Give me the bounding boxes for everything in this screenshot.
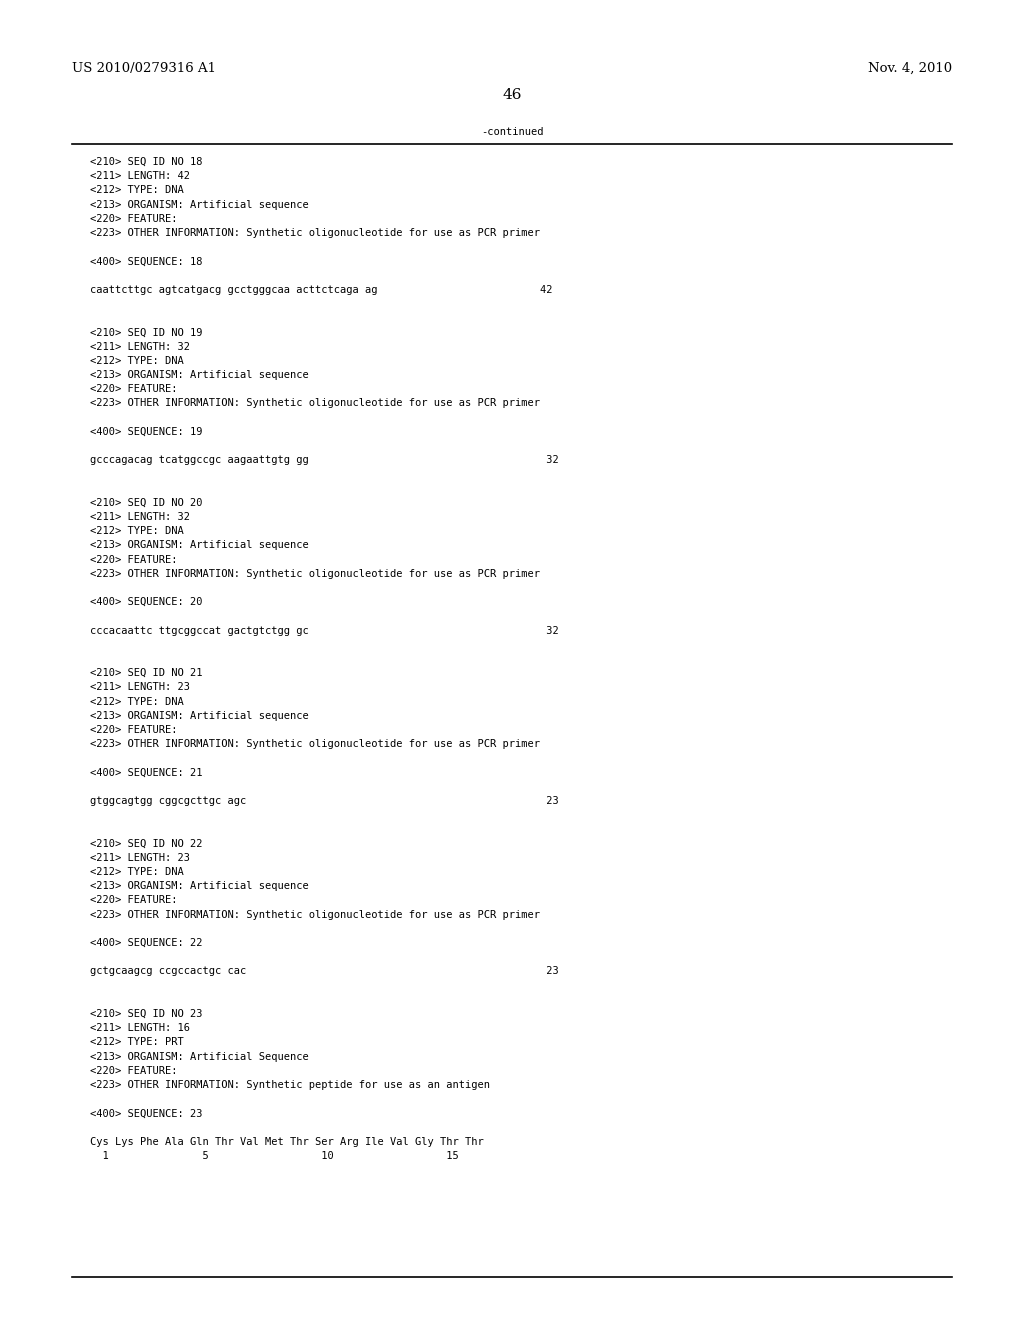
Text: <210> SEQ ID NO 20: <210> SEQ ID NO 20 [90,498,203,508]
Text: <212> TYPE: DNA: <212> TYPE: DNA [90,867,183,876]
Text: <213> ORGANISM: Artificial sequence: <213> ORGANISM: Artificial sequence [90,370,309,380]
Text: 46: 46 [502,88,522,102]
Text: <213> ORGANISM: Artificial sequence: <213> ORGANISM: Artificial sequence [90,882,309,891]
Text: <211> LENGTH: 16: <211> LENGTH: 16 [90,1023,190,1034]
Text: caattcttgc agtcatgacg gcctgggcaa acttctcaga ag                          42: caattcttgc agtcatgacg gcctgggcaa acttctc… [90,285,553,294]
Text: gcccagacag tcatggccgc aagaattgtg gg                                      32: gcccagacag tcatggccgc aagaattgtg gg 32 [90,455,559,465]
Text: <211> LENGTH: 32: <211> LENGTH: 32 [90,512,190,521]
Text: <220> FEATURE:: <220> FEATURE: [90,554,177,565]
Text: <212> TYPE: PRT: <212> TYPE: PRT [90,1038,183,1047]
Text: -continued: -continued [480,127,544,137]
Text: <213> ORGANISM: Artificial sequence: <213> ORGANISM: Artificial sequence [90,540,309,550]
Text: gtggcagtgg cggcgcttgc agc                                                23: gtggcagtgg cggcgcttgc agc 23 [90,796,559,807]
Text: 1               5                  10                  15: 1 5 10 15 [90,1151,459,1162]
Text: <220> FEATURE:: <220> FEATURE: [90,895,177,906]
Text: gctgcaagcg ccgccactgc cac                                                23: gctgcaagcg ccgccactgc cac 23 [90,966,559,977]
Text: <210> SEQ ID NO 19: <210> SEQ ID NO 19 [90,327,203,338]
Text: <400> SEQUENCE: 20: <400> SEQUENCE: 20 [90,597,203,607]
Text: <400> SEQUENCE: 23: <400> SEQUENCE: 23 [90,1109,203,1118]
Text: <220> FEATURE:: <220> FEATURE: [90,214,177,224]
Text: <220> FEATURE:: <220> FEATURE: [90,725,177,735]
Text: <212> TYPE: DNA: <212> TYPE: DNA [90,185,183,195]
Text: <213> ORGANISM: Artificial Sequence: <213> ORGANISM: Artificial Sequence [90,1052,309,1061]
Text: <211> LENGTH: 23: <211> LENGTH: 23 [90,682,190,693]
Text: <213> ORGANISM: Artificial sequence: <213> ORGANISM: Artificial sequence [90,199,309,210]
Text: <220> FEATURE:: <220> FEATURE: [90,1065,177,1076]
Text: <210> SEQ ID NO 21: <210> SEQ ID NO 21 [90,668,203,678]
Text: Cys Lys Phe Ala Gln Thr Val Met Thr Ser Arg Ile Val Gly Thr Thr: Cys Lys Phe Ala Gln Thr Val Met Thr Ser … [90,1137,483,1147]
Text: <400> SEQUENCE: 18: <400> SEQUENCE: 18 [90,256,203,267]
Text: <210> SEQ ID NO 23: <210> SEQ ID NO 23 [90,1008,203,1019]
Text: <212> TYPE: DNA: <212> TYPE: DNA [90,697,183,706]
Text: <400> SEQUENCE: 22: <400> SEQUENCE: 22 [90,939,203,948]
Text: US 2010/0279316 A1: US 2010/0279316 A1 [72,62,216,75]
Text: <223> OTHER INFORMATION: Synthetic oligonucleotide for use as PCR primer: <223> OTHER INFORMATION: Synthetic oligo… [90,228,540,238]
Text: <400> SEQUENCE: 19: <400> SEQUENCE: 19 [90,426,203,437]
Text: <210> SEQ ID NO 18: <210> SEQ ID NO 18 [90,157,203,168]
Text: <213> ORGANISM: Artificial sequence: <213> ORGANISM: Artificial sequence [90,710,309,721]
Text: <211> LENGTH: 23: <211> LENGTH: 23 [90,853,190,863]
Text: <211> LENGTH: 32: <211> LENGTH: 32 [90,342,190,351]
Text: <223> OTHER INFORMATION: Synthetic oligonucleotide for use as PCR primer: <223> OTHER INFORMATION: Synthetic oligo… [90,739,540,750]
Text: <223> OTHER INFORMATION: Synthetic oligonucleotide for use as PCR primer: <223> OTHER INFORMATION: Synthetic oligo… [90,399,540,408]
Text: <220> FEATURE:: <220> FEATURE: [90,384,177,395]
Text: <210> SEQ ID NO 22: <210> SEQ ID NO 22 [90,838,203,849]
Text: <223> OTHER INFORMATION: Synthetic peptide for use as an antigen: <223> OTHER INFORMATION: Synthetic pepti… [90,1080,490,1090]
Text: <223> OTHER INFORMATION: Synthetic oligonucleotide for use as PCR primer: <223> OTHER INFORMATION: Synthetic oligo… [90,909,540,920]
Text: <212> TYPE: DNA: <212> TYPE: DNA [90,527,183,536]
Text: <400> SEQUENCE: 21: <400> SEQUENCE: 21 [90,768,203,777]
Text: <211> LENGTH: 42: <211> LENGTH: 42 [90,172,190,181]
Text: Nov. 4, 2010: Nov. 4, 2010 [868,62,952,75]
Text: <212> TYPE: DNA: <212> TYPE: DNA [90,356,183,366]
Text: cccacaattc ttgcggccat gactgtctgg gc                                      32: cccacaattc ttgcggccat gactgtctgg gc 32 [90,626,559,636]
Text: <223> OTHER INFORMATION: Synthetic oligonucleotide for use as PCR primer: <223> OTHER INFORMATION: Synthetic oligo… [90,569,540,578]
